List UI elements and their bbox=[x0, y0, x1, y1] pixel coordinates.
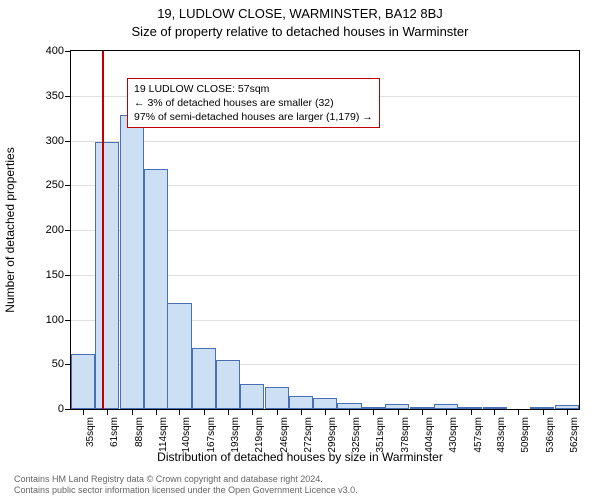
y-tick bbox=[65, 320, 71, 321]
x-tick-label: 536sqm bbox=[545, 417, 556, 453]
histogram-bar bbox=[216, 360, 240, 409]
x-tick bbox=[156, 409, 157, 415]
x-tick-label: 483sqm bbox=[496, 417, 507, 453]
x-tick bbox=[204, 409, 205, 415]
y-axis-tick-labels: 050100150200250300350400 bbox=[0, 50, 64, 410]
page-subtitle: Size of property relative to detached ho… bbox=[0, 24, 600, 39]
x-tick bbox=[494, 409, 495, 415]
x-tick bbox=[277, 409, 278, 415]
x-tick bbox=[349, 409, 350, 415]
x-tick bbox=[83, 409, 84, 415]
y-tick-label: 350 bbox=[4, 90, 64, 102]
footer-attribution: Contains HM Land Registry data © Crown c… bbox=[14, 474, 358, 497]
x-tick bbox=[422, 409, 423, 415]
callout-line-1: 19 LUDLOW CLOSE: 57sqm bbox=[134, 82, 373, 96]
chart-page: 19, LUDLOW CLOSE, WARMINSTER, BA12 8BJ S… bbox=[0, 0, 600, 500]
histogram-bar bbox=[144, 169, 168, 409]
histogram-bar bbox=[313, 398, 337, 409]
x-tick-label: 325sqm bbox=[351, 417, 362, 453]
y-tick bbox=[65, 96, 71, 97]
x-tick-label: 457sqm bbox=[473, 417, 484, 453]
x-tick-label: 35sqm bbox=[85, 417, 96, 447]
callout-line-2: ← 3% of detached houses are smaller (32) bbox=[134, 96, 373, 110]
x-tick-label: 430sqm bbox=[448, 417, 459, 453]
x-tick-label: 272sqm bbox=[303, 417, 314, 453]
x-tick-label: 61sqm bbox=[109, 417, 120, 447]
histogram-bar bbox=[289, 396, 313, 409]
x-tick bbox=[446, 409, 447, 415]
x-tick bbox=[373, 409, 374, 415]
x-tick-label: 193sqm bbox=[230, 417, 241, 453]
x-tick bbox=[132, 409, 133, 415]
x-tick-label: 219sqm bbox=[254, 417, 265, 453]
x-tick-label: 167sqm bbox=[206, 417, 217, 453]
y-tick bbox=[65, 51, 71, 52]
y-tick bbox=[65, 185, 71, 186]
y-tick bbox=[65, 364, 71, 365]
x-tick bbox=[228, 409, 229, 415]
callout-line-3: 97% of semi-detached houses are larger (… bbox=[134, 110, 373, 124]
y-tick-label: 400 bbox=[4, 45, 64, 57]
histogram-bar bbox=[240, 384, 264, 409]
x-tick-label: 114sqm bbox=[158, 417, 169, 452]
y-tick-label: 150 bbox=[4, 269, 64, 281]
x-tick-label: 246sqm bbox=[279, 417, 290, 453]
y-tick-label: 0 bbox=[4, 403, 64, 415]
x-tick-label: 562sqm bbox=[569, 417, 580, 453]
page-title-address: 19, LUDLOW CLOSE, WARMINSTER, BA12 8BJ bbox=[0, 6, 600, 21]
x-tick-label: 509sqm bbox=[520, 417, 531, 453]
x-tick bbox=[252, 409, 253, 415]
x-tick-label: 404sqm bbox=[424, 417, 435, 453]
x-tick-label: 351sqm bbox=[375, 417, 386, 453]
x-tick bbox=[398, 409, 399, 415]
y-tick bbox=[65, 230, 71, 231]
footer-line-1: Contains HM Land Registry data © Crown c… bbox=[14, 474, 358, 485]
x-tick bbox=[471, 409, 472, 415]
y-tick-label: 100 bbox=[4, 314, 64, 326]
y-tick bbox=[65, 275, 71, 276]
property-marker-line bbox=[102, 51, 104, 409]
x-axis-title: Distribution of detached houses by size … bbox=[0, 450, 600, 464]
y-tick-label: 200 bbox=[4, 224, 64, 236]
y-tick bbox=[65, 409, 71, 410]
histogram-bar bbox=[95, 142, 119, 409]
footer-line-2: Contains public sector information licen… bbox=[14, 485, 358, 496]
x-tick bbox=[543, 409, 544, 415]
x-tick bbox=[179, 409, 180, 415]
x-tick bbox=[325, 409, 326, 415]
histogram-bar bbox=[120, 115, 144, 409]
y-tick-label: 300 bbox=[4, 135, 64, 147]
x-tick bbox=[301, 409, 302, 415]
x-tick-label: 378sqm bbox=[400, 417, 411, 453]
histogram-bar bbox=[71, 354, 95, 409]
histogram-bar bbox=[192, 348, 216, 409]
x-tick bbox=[518, 409, 519, 415]
histogram-bar bbox=[167, 303, 191, 409]
plot-area: 19 LUDLOW CLOSE: 57sqm ← 3% of detached … bbox=[70, 50, 580, 410]
x-tick bbox=[567, 409, 568, 415]
x-tick bbox=[107, 409, 108, 415]
x-tick-label: 299sqm bbox=[327, 417, 338, 453]
x-tick-label: 88sqm bbox=[134, 417, 145, 447]
y-tick-label: 50 bbox=[4, 358, 64, 370]
y-tick-label: 250 bbox=[4, 179, 64, 191]
histogram-bar bbox=[265, 387, 289, 409]
x-tick-label: 140sqm bbox=[181, 417, 192, 453]
y-tick bbox=[65, 141, 71, 142]
callout-box: 19 LUDLOW CLOSE: 57sqm ← 3% of detached … bbox=[127, 78, 380, 129]
